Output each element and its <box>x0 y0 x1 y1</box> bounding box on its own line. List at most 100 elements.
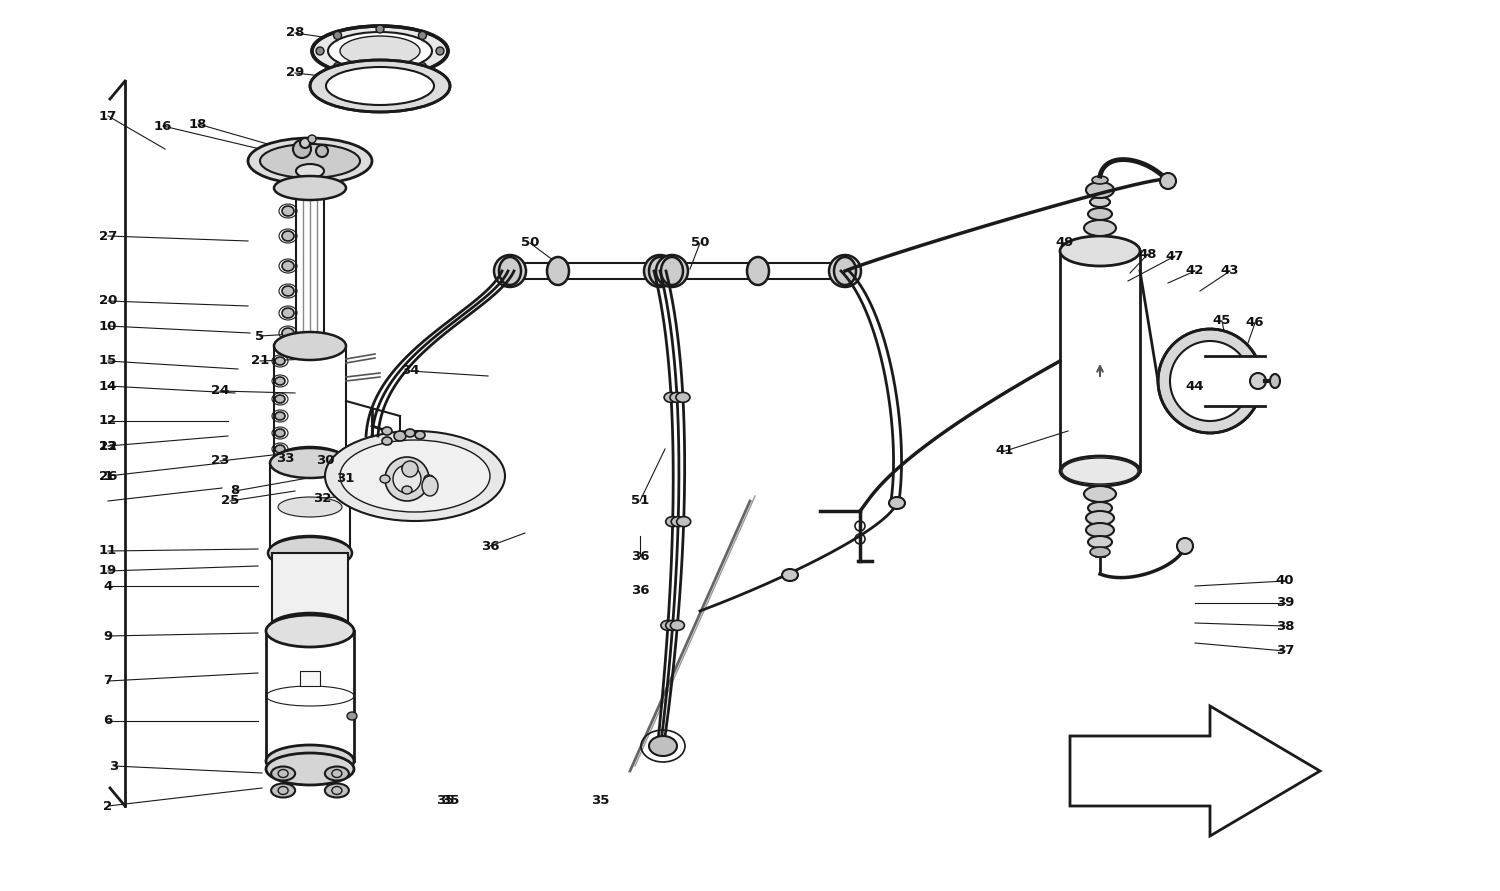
Ellipse shape <box>747 257 770 285</box>
Ellipse shape <box>344 489 352 497</box>
Ellipse shape <box>662 620 675 630</box>
Ellipse shape <box>328 32 432 70</box>
Ellipse shape <box>393 465 422 493</box>
Ellipse shape <box>282 328 294 338</box>
Ellipse shape <box>1158 329 1262 433</box>
Ellipse shape <box>1250 373 1266 389</box>
Ellipse shape <box>326 431 506 521</box>
Ellipse shape <box>416 431 424 439</box>
Text: 47: 47 <box>1166 249 1184 263</box>
Text: 30: 30 <box>316 454 334 468</box>
Text: 17: 17 <box>99 110 117 122</box>
Ellipse shape <box>424 475 433 483</box>
Text: 35: 35 <box>441 795 459 807</box>
Text: 6: 6 <box>104 715 112 727</box>
Ellipse shape <box>1060 236 1140 266</box>
Ellipse shape <box>1170 341 1250 421</box>
Ellipse shape <box>316 47 324 55</box>
Ellipse shape <box>1088 502 1112 514</box>
Text: 23: 23 <box>211 454 230 468</box>
Ellipse shape <box>650 257 670 285</box>
Text: 51: 51 <box>632 495 650 508</box>
Ellipse shape <box>666 517 680 527</box>
Text: 42: 42 <box>1186 265 1204 277</box>
Ellipse shape <box>380 475 390 483</box>
Ellipse shape <box>316 145 328 157</box>
Ellipse shape <box>312 26 448 76</box>
Ellipse shape <box>834 257 856 285</box>
Ellipse shape <box>1088 208 1112 220</box>
Ellipse shape <box>310 60 450 112</box>
Ellipse shape <box>274 412 285 420</box>
Text: 29: 29 <box>286 67 304 79</box>
Text: 14: 14 <box>99 380 117 393</box>
Ellipse shape <box>494 255 526 287</box>
Ellipse shape <box>1092 176 1108 184</box>
Ellipse shape <box>268 613 352 645</box>
Text: 1: 1 <box>104 470 112 483</box>
Ellipse shape <box>1178 538 1192 554</box>
Text: 49: 49 <box>1056 236 1074 249</box>
Ellipse shape <box>278 497 342 517</box>
Text: 35: 35 <box>591 795 609 807</box>
Text: 50: 50 <box>520 236 538 249</box>
Ellipse shape <box>274 377 285 385</box>
Text: 9: 9 <box>104 630 112 642</box>
Ellipse shape <box>326 67 434 105</box>
Text: 50: 50 <box>692 236 709 249</box>
Ellipse shape <box>340 36 420 66</box>
Ellipse shape <box>272 783 296 797</box>
Text: 32: 32 <box>314 492 332 504</box>
Text: 18: 18 <box>189 118 207 130</box>
Text: 45: 45 <box>1214 315 1231 328</box>
Ellipse shape <box>419 62 426 70</box>
Ellipse shape <box>274 357 285 365</box>
Text: 20: 20 <box>99 295 117 307</box>
Ellipse shape <box>282 286 294 296</box>
Text: 36: 36 <box>630 584 650 598</box>
Ellipse shape <box>419 31 426 39</box>
Ellipse shape <box>376 69 384 77</box>
Polygon shape <box>1070 706 1320 836</box>
Ellipse shape <box>300 138 310 148</box>
Ellipse shape <box>274 176 346 200</box>
Bar <box>1204 356 1264 406</box>
Text: 11: 11 <box>99 544 117 558</box>
Text: 38: 38 <box>1275 619 1294 633</box>
Ellipse shape <box>670 392 684 403</box>
Ellipse shape <box>326 766 350 781</box>
Ellipse shape <box>1088 536 1112 548</box>
Text: 21: 21 <box>251 355 268 367</box>
Ellipse shape <box>376 25 384 33</box>
Ellipse shape <box>1086 523 1114 537</box>
Ellipse shape <box>422 476 438 496</box>
Ellipse shape <box>1160 173 1176 189</box>
Text: 39: 39 <box>1276 596 1294 609</box>
Text: 43: 43 <box>1221 265 1239 277</box>
Text: 19: 19 <box>99 565 117 577</box>
Ellipse shape <box>274 445 285 453</box>
Ellipse shape <box>548 257 568 285</box>
Ellipse shape <box>268 537 352 569</box>
Ellipse shape <box>782 569 798 581</box>
Ellipse shape <box>656 255 688 287</box>
Ellipse shape <box>436 47 444 55</box>
Ellipse shape <box>1270 374 1280 388</box>
Ellipse shape <box>1084 220 1116 236</box>
Ellipse shape <box>282 231 294 241</box>
Text: 35: 35 <box>436 795 454 807</box>
Text: 44: 44 <box>1185 380 1204 393</box>
Ellipse shape <box>1086 511 1114 525</box>
Text: 13: 13 <box>99 439 117 453</box>
Ellipse shape <box>333 31 342 39</box>
Text: 46: 46 <box>1245 316 1264 330</box>
Ellipse shape <box>394 431 406 441</box>
Ellipse shape <box>266 615 354 647</box>
Ellipse shape <box>1090 547 1110 557</box>
Ellipse shape <box>296 339 324 353</box>
Ellipse shape <box>270 448 350 478</box>
Ellipse shape <box>340 440 490 512</box>
Text: 8: 8 <box>231 485 240 497</box>
Text: 10: 10 <box>99 320 117 332</box>
Ellipse shape <box>282 261 294 271</box>
